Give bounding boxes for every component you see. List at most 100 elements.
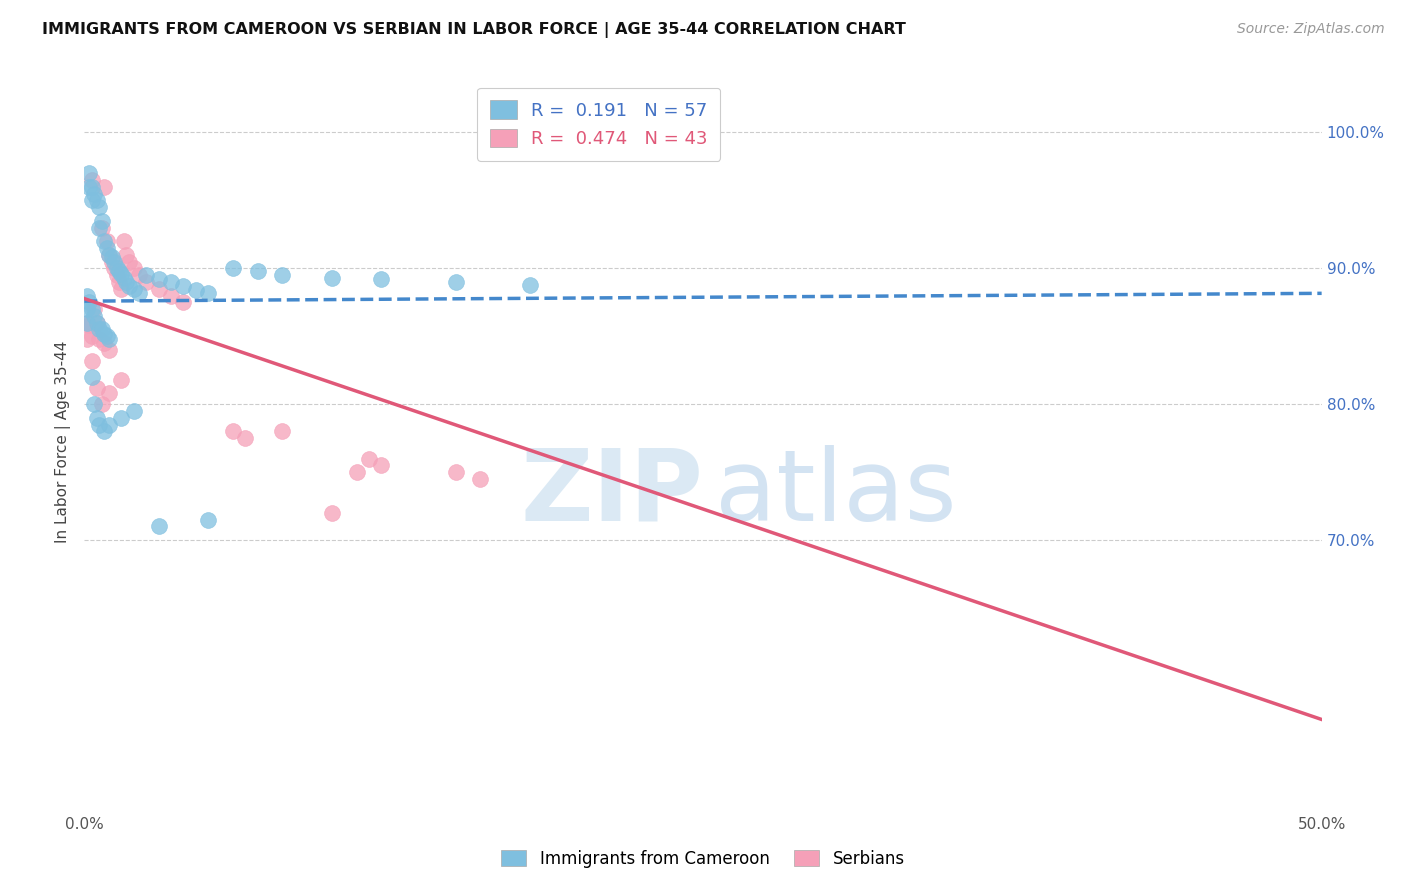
Point xyxy=(271,425,294,439)
Point xyxy=(118,254,141,268)
Point xyxy=(89,417,111,432)
Point xyxy=(96,241,118,255)
Point xyxy=(148,519,170,533)
Point xyxy=(76,316,98,330)
Point xyxy=(519,277,541,292)
Point xyxy=(112,270,135,285)
Point xyxy=(197,285,219,300)
Point xyxy=(80,302,103,317)
Point xyxy=(93,234,115,248)
Text: ZIP: ZIP xyxy=(520,445,703,541)
Point xyxy=(108,264,131,278)
Text: Source: ZipAtlas.com: Source: ZipAtlas.com xyxy=(1237,22,1385,37)
Point xyxy=(222,261,245,276)
Point xyxy=(80,173,103,187)
Point xyxy=(346,465,368,479)
Point xyxy=(118,279,141,293)
Point xyxy=(76,302,98,317)
Point xyxy=(98,248,121,262)
Point xyxy=(79,179,101,194)
Point xyxy=(86,410,108,425)
Point xyxy=(148,272,170,286)
Point xyxy=(89,220,111,235)
Point xyxy=(115,248,138,262)
Point xyxy=(246,264,269,278)
Point xyxy=(122,282,145,296)
Point xyxy=(370,458,392,473)
Point xyxy=(135,268,157,282)
Point xyxy=(90,214,112,228)
Point xyxy=(79,166,101,180)
Point xyxy=(135,275,157,289)
Point xyxy=(148,282,170,296)
Point xyxy=(172,279,194,293)
Point xyxy=(110,267,132,281)
Point xyxy=(93,326,115,341)
Point xyxy=(86,316,108,330)
Point xyxy=(105,261,128,276)
Y-axis label: In Labor Force | Age 35-44: In Labor Force | Age 35-44 xyxy=(55,341,72,542)
Point xyxy=(98,417,121,432)
Point xyxy=(90,322,112,336)
Point xyxy=(96,234,118,248)
Point xyxy=(100,251,122,265)
Point xyxy=(103,261,125,276)
Point xyxy=(100,254,122,268)
Point xyxy=(321,506,343,520)
Point xyxy=(222,425,245,439)
Point xyxy=(233,431,256,445)
Point xyxy=(98,386,121,401)
Point xyxy=(90,397,112,411)
Text: atlas: atlas xyxy=(716,445,957,541)
Point xyxy=(80,194,103,208)
Point xyxy=(80,179,103,194)
Point xyxy=(80,329,103,343)
Point xyxy=(444,275,467,289)
Point xyxy=(128,285,150,300)
Point xyxy=(444,465,467,479)
Point xyxy=(110,373,132,387)
Point xyxy=(160,275,183,289)
Point xyxy=(271,268,294,282)
Point xyxy=(197,513,219,527)
Point xyxy=(110,410,132,425)
Point xyxy=(96,329,118,343)
Point xyxy=(89,200,111,214)
Point xyxy=(519,126,541,140)
Point xyxy=(86,381,108,395)
Point xyxy=(110,282,132,296)
Point xyxy=(112,234,135,248)
Point xyxy=(83,397,105,411)
Point xyxy=(98,332,121,346)
Point xyxy=(80,370,103,384)
Point xyxy=(79,318,101,333)
Point xyxy=(172,295,194,310)
Point xyxy=(93,425,115,439)
Point xyxy=(76,316,98,330)
Point xyxy=(76,332,98,346)
Point xyxy=(128,268,150,282)
Point xyxy=(370,272,392,286)
Point xyxy=(83,302,105,317)
Point xyxy=(184,283,207,297)
Legend: Immigrants from Cameroon, Serbians: Immigrants from Cameroon, Serbians xyxy=(495,844,911,875)
Point xyxy=(470,472,492,486)
Point xyxy=(115,275,138,289)
Point xyxy=(86,316,108,330)
Point xyxy=(122,404,145,418)
Point xyxy=(83,309,105,323)
Point xyxy=(357,451,380,466)
Point xyxy=(76,288,98,302)
Point xyxy=(79,295,101,310)
Point xyxy=(83,186,105,201)
Point xyxy=(93,336,115,351)
Point xyxy=(89,332,111,346)
Point xyxy=(86,194,108,208)
Text: IMMIGRANTS FROM CAMEROON VS SERBIAN IN LABOR FORCE | AGE 35-44 CORRELATION CHART: IMMIGRANTS FROM CAMEROON VS SERBIAN IN L… xyxy=(42,22,905,38)
Point xyxy=(321,270,343,285)
Point xyxy=(90,220,112,235)
Point xyxy=(98,248,121,262)
Point xyxy=(93,179,115,194)
Point xyxy=(80,353,103,368)
Point xyxy=(122,261,145,276)
